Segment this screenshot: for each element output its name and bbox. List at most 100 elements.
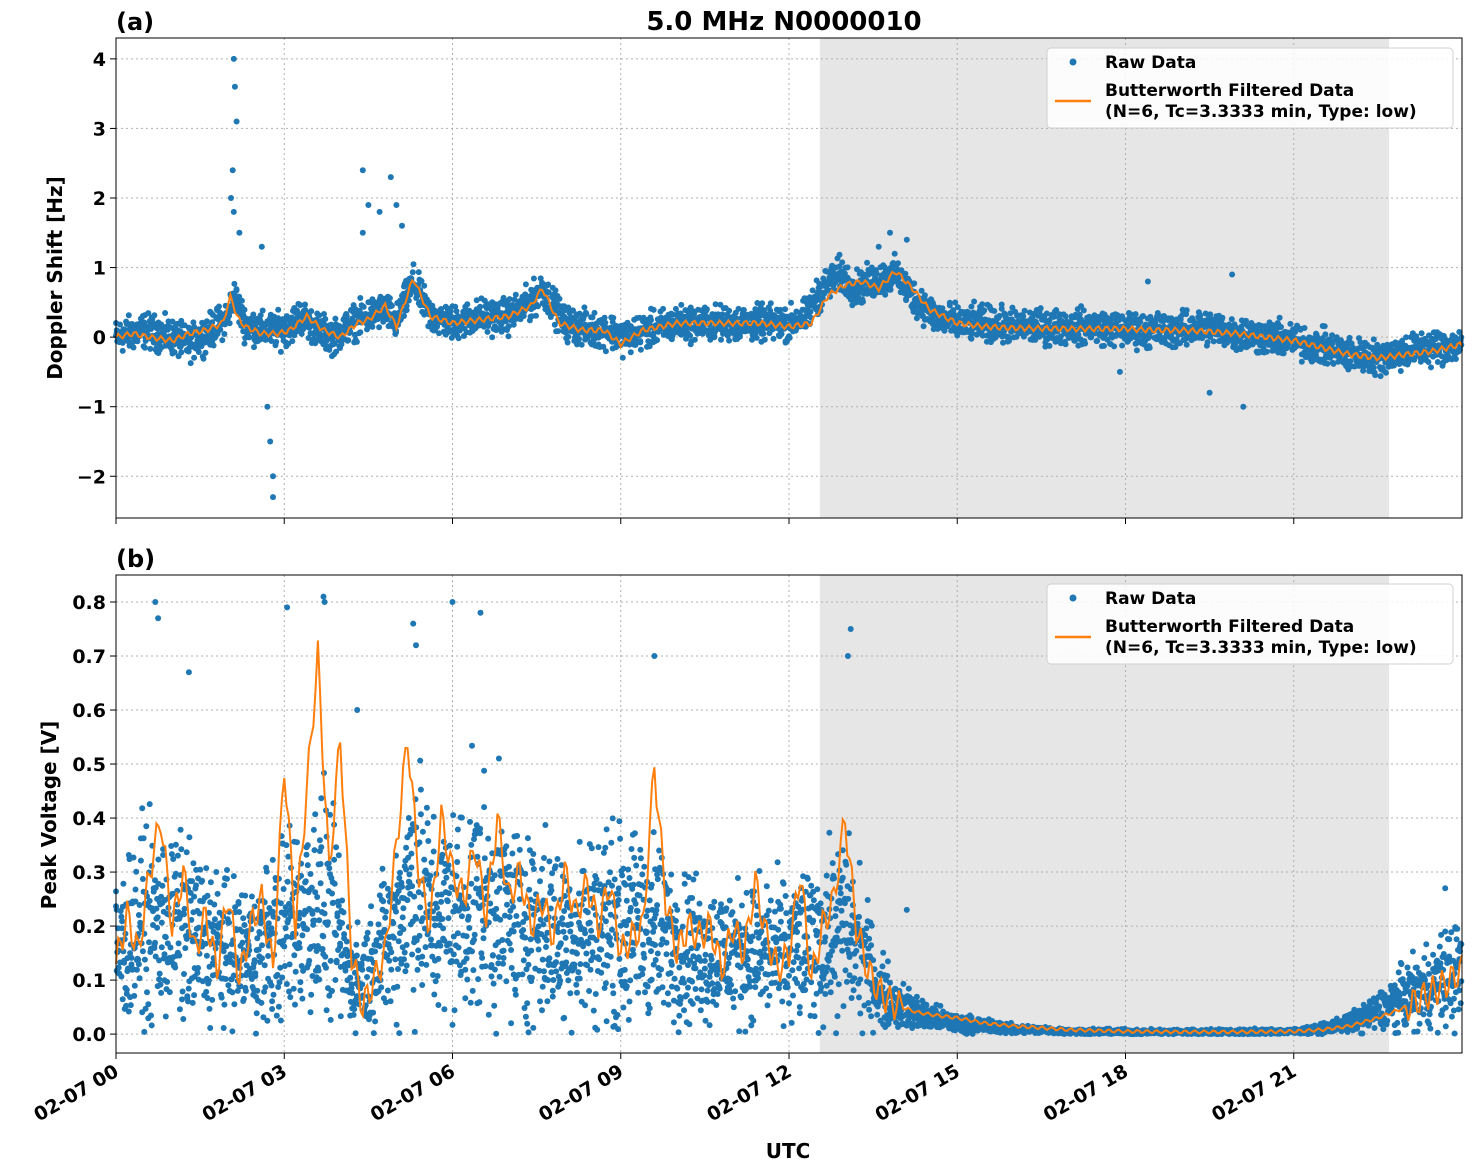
raw-data-point [331, 856, 338, 863]
raw-data-point [181, 905, 188, 912]
raw-data-point [370, 1009, 377, 1016]
raw-data-point [225, 982, 232, 989]
raw-data-point [1458, 334, 1465, 341]
raw-data-point [402, 968, 409, 975]
raw-data-point [438, 306, 445, 312]
raw-data-point [313, 948, 320, 954]
raw-data-point [134, 338, 141, 345]
raw-data-point [162, 1013, 169, 1020]
raw-data-point [1229, 271, 1236, 278]
raw-data-point [602, 348, 609, 355]
raw-data-point [214, 890, 221, 897]
raw-data-point [403, 844, 410, 851]
raw-data-point [178, 349, 185, 356]
raw-data-point [320, 933, 327, 940]
raw-data-point [171, 349, 178, 356]
raw-data-point [155, 856, 162, 863]
raw-data-point [968, 303, 975, 310]
raw-data-point [203, 988, 210, 995]
raw-data-point [393, 1021, 400, 1028]
raw-data-point [321, 901, 327, 908]
raw-data-point [726, 337, 733, 344]
raw-data-point [230, 55, 237, 62]
raw-data-point [1434, 359, 1441, 365]
raw-data-point [141, 1028, 148, 1035]
raw-data-point [275, 1003, 282, 1010]
raw-data-point [411, 1028, 418, 1035]
raw-data-point [318, 795, 325, 802]
raw-data-point [619, 354, 626, 361]
raw-data-point [117, 321, 123, 328]
raw-data-point [203, 318, 210, 325]
raw-data-point [376, 943, 383, 950]
raw-data-point [333, 348, 340, 355]
raw-data-point [209, 996, 216, 1003]
panel-b-peak-voltage: (b) 0.80.70.60.50.40.30.20.10.0 02-07 00… [30, 545, 1465, 1126]
raw-data-point [136, 902, 143, 908]
raw-data-point [343, 312, 350, 319]
raw-data-point [971, 298, 978, 305]
raw-data-point [270, 494, 276, 501]
raw-data-point [913, 315, 920, 322]
raw-data-point [143, 966, 150, 973]
raw-data-point [378, 984, 385, 991]
raw-data-point [350, 1011, 357, 1018]
raw-data-point [137, 857, 144, 864]
raw-data-point [782, 306, 788, 313]
panel-a-ylabel: Doppler Shift [Hz] [43, 176, 67, 380]
raw-data-point [187, 360, 194, 367]
raw-data-point [903, 236, 910, 243]
raw-data-point [211, 916, 218, 923]
raw-data-point [331, 340, 338, 347]
raw-data-point [284, 878, 291, 885]
raw-data-point [399, 222, 405, 229]
raw-data-point [911, 280, 918, 287]
raw-data-point [1183, 341, 1190, 348]
raw-data-point [229, 989, 236, 996]
raw-data-point [197, 866, 204, 873]
raw-data-point [240, 995, 247, 1002]
raw-data-point [308, 991, 315, 998]
raw-data-point [380, 880, 387, 887]
raw-data-point [158, 944, 165, 951]
raw-data-point [241, 922, 248, 928]
raw-data-point [286, 961, 293, 968]
raw-data-point [602, 319, 609, 326]
raw-data-point [181, 971, 187, 977]
raw-data-point [191, 354, 198, 361]
raw-data-point [154, 914, 161, 921]
raw-data-point [145, 1001, 152, 1008]
raw-data-point [408, 850, 415, 857]
raw-data-point [251, 344, 257, 351]
raw-data-point [270, 991, 277, 998]
raw-data-point [512, 291, 519, 298]
raw-data-point [220, 1025, 227, 1031]
raw-data-point [139, 948, 146, 955]
raw-data-point [1210, 338, 1217, 345]
raw-data-point [1062, 341, 1069, 348]
raw-data-point [1322, 331, 1329, 338]
raw-data-point [283, 981, 290, 987]
raw-data-point [207, 1025, 214, 1031]
raw-data-point [895, 260, 901, 267]
raw-data-point [125, 1008, 132, 1015]
raw-data-point [179, 996, 185, 1003]
raw-data-point [447, 308, 454, 315]
raw-data-point [1137, 319, 1144, 325]
raw-data-point [399, 883, 405, 890]
raw-data-point [564, 339, 571, 346]
raw-data-point [406, 871, 413, 878]
raw-data-point [180, 1016, 187, 1022]
raw-data-point [125, 312, 132, 319]
raw-data-point [164, 978, 171, 985]
raw-data-point [144, 989, 150, 996]
raw-data-point [279, 974, 286, 981]
raw-data-point [131, 992, 138, 999]
raw-data-point [322, 953, 329, 960]
raw-data-point [216, 303, 222, 310]
raw-data-point [202, 349, 209, 356]
raw-data-point [224, 867, 230, 873]
raw-data-point [1021, 307, 1028, 314]
raw-data-point [322, 316, 329, 322]
